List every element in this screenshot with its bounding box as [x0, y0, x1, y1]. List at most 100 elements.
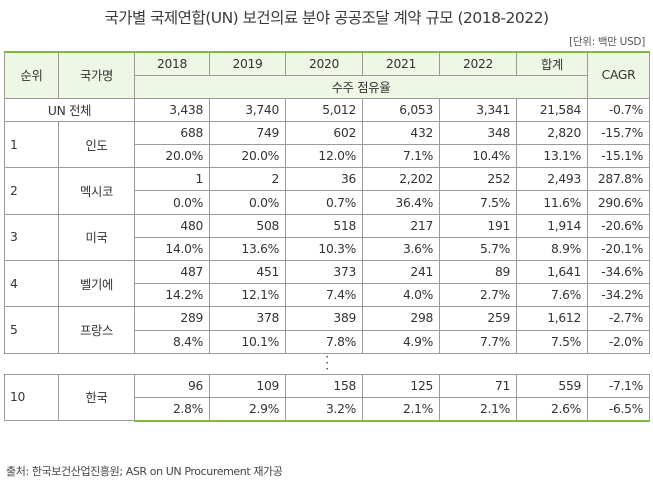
share-cell: 4.0%: [362, 283, 440, 308]
share-cell: 20.0%: [209, 144, 286, 169]
share-cell: 3.6%: [362, 236, 440, 262]
un-total-2018: 3,438: [134, 97, 210, 122]
value-cell: 487: [134, 259, 210, 285]
table-row-korea: 10 한국 96 109 158 125 71 559 -7.1%: [4, 373, 650, 422]
rank-cell: 2: [4, 167, 59, 215]
share-cell: 5.7%: [439, 236, 517, 262]
value-cell: 348: [439, 120, 517, 146]
value-cell: 36: [285, 167, 363, 192]
value-cell: 96: [134, 373, 210, 398]
value-cell: 1: [134, 167, 210, 192]
value-cell: 217: [362, 213, 440, 238]
share-cell: 7.5%: [439, 190, 517, 215]
source-note: 출처: 한국보건산업진흥원; ASR on UN Procurement 재가공: [6, 465, 283, 478]
cagr-cell: -20.6%: [587, 213, 650, 238]
un-total-2022: 3,341: [439, 97, 517, 122]
share-cell: 36.4%: [362, 190, 440, 215]
share-cell: 14.0%: [134, 236, 210, 262]
rank-cell: 5: [4, 306, 59, 354]
value-cell: 389: [285, 306, 363, 331]
share-cell: 4.9%: [362, 329, 440, 354]
value-cell: 158: [285, 373, 363, 398]
share-cell: 0.0%: [209, 190, 286, 215]
header-year-2022: 2022: [439, 51, 517, 76]
table-row: 3 미국 480 508 518 217 191 1,914 -20.6%: [4, 213, 650, 262]
country-cell: 프랑스: [58, 306, 135, 354]
table-row: 4 벨기에 487 451 373 241 89 1,641 -34.6%: [4, 259, 650, 308]
table-row-un-total: UN 전체 3,438 3,740 5,012 6,053 3,341 21,5…: [4, 97, 650, 122]
sum-cell: 2,820: [516, 120, 588, 146]
un-total-2019: 3,740: [209, 97, 286, 122]
value-cell: 71: [439, 373, 517, 398]
ellipsis-row: · · ·: [4, 351, 650, 375]
share-sum-cell: 2.6%: [516, 396, 588, 422]
share-sum-cell: 11.6%: [516, 190, 588, 215]
value-cell: 241: [362, 259, 440, 285]
share-cagr-cell: -34.2%: [587, 283, 650, 308]
share-cagr-cell: -15.1%: [587, 144, 650, 169]
value-cell: 451: [209, 259, 286, 285]
value-cell: 298: [362, 306, 440, 331]
share-sum-cell: 13.1%: [516, 144, 588, 169]
table-row: 5 프랑스 289 378 389 298 259 1,612 -2.7%: [4, 306, 650, 354]
value-cell: 259: [439, 306, 517, 331]
share-cagr-cell: -6.5%: [587, 396, 650, 422]
procurement-table: 순위 국가명 2018 2019 2020 2021 2022 합계 CAGR …: [4, 50, 650, 422]
header-cagr: CAGR: [587, 50, 650, 99]
share-cell: 0.0%: [134, 190, 210, 215]
country-cell: 벨기에: [58, 259, 135, 308]
unit-note: [단위: 백만 USD]: [569, 36, 645, 48]
sum-cell: 1,612: [516, 306, 588, 331]
cagr-cell: -15.7%: [587, 120, 650, 146]
country-cell: 인도: [58, 120, 135, 169]
share-cagr-cell: 290.6%: [587, 190, 650, 215]
un-total-cagr: -0.7%: [587, 97, 650, 122]
share-cell: 12.1%: [209, 283, 286, 308]
value-cell: 480: [134, 213, 210, 238]
value-cell: 373: [285, 259, 363, 285]
share-sum-cell: 8.9%: [516, 236, 588, 262]
share-cell: 0.7%: [285, 190, 363, 215]
table-row-share: 14.2% 12.1% 7.4% 4.0% 2.7% 7.6% -34.2%: [5, 283, 650, 308]
value-cell: 602: [285, 120, 363, 146]
share-cell: 7.1%: [362, 144, 440, 169]
share-cell: 8.4%: [134, 329, 210, 354]
share-cell: 10.3%: [285, 236, 363, 262]
rank-cell: 1: [4, 120, 59, 169]
share-cell: 7.7%: [439, 329, 517, 354]
un-total-2021: 6,053: [362, 97, 440, 122]
sum-cell: 1,914: [516, 213, 588, 238]
share-cell: 20.0%: [134, 144, 210, 169]
cagr-cell: 287.8%: [587, 167, 650, 192]
rank-cell: 10: [4, 373, 59, 422]
cagr-cell: -2.7%: [587, 306, 650, 331]
un-total-2020: 5,012: [285, 97, 363, 122]
header-country: 국가명: [58, 50, 135, 99]
table-row-share: 0.0% 0.0% 0.7% 36.4% 7.5% 11.6% 290.6%: [5, 190, 650, 215]
value-cell: 518: [285, 213, 363, 238]
country-cell: 미국: [58, 213, 135, 262]
sum-cell: 2,493: [516, 167, 588, 192]
table-row-share: 8.4% 10.1% 7.8% 4.9% 7.7% 7.5% -2.0%: [5, 329, 650, 354]
rank-cell: 3: [4, 213, 59, 262]
country-cell: 한국: [58, 373, 135, 422]
header-year-2020: 2020: [285, 51, 363, 76]
un-total-label: UN 전체: [4, 97, 135, 122]
header-year-2021: 2021: [362, 51, 440, 76]
value-cell: 508: [209, 213, 286, 238]
share-cell: 7.4%: [285, 283, 363, 308]
header-year-2019: 2019: [209, 51, 286, 76]
table-row-share: 14.0% 13.6% 10.3% 3.6% 5.7% 8.9% -20.1%: [5, 236, 650, 262]
value-cell: 89: [439, 259, 517, 285]
value-cell: 289: [134, 306, 210, 331]
header-rank: 순위: [4, 50, 59, 99]
cagr-cell: -7.1%: [587, 373, 650, 398]
un-total-sum: 21,584: [516, 97, 588, 122]
header-share-label: 수주 점유율: [134, 74, 588, 99]
vertical-ellipsis-icon: · · ·: [4, 351, 650, 375]
share-cell: 10.1%: [209, 329, 286, 354]
share-cell: 12.0%: [285, 144, 363, 169]
table-row-share: 2.8% 2.9% 3.2% 2.1% 2.1% 2.6% -6.5%: [5, 396, 650, 422]
header-total: 합계: [516, 51, 588, 76]
value-cell: 252: [439, 167, 517, 192]
